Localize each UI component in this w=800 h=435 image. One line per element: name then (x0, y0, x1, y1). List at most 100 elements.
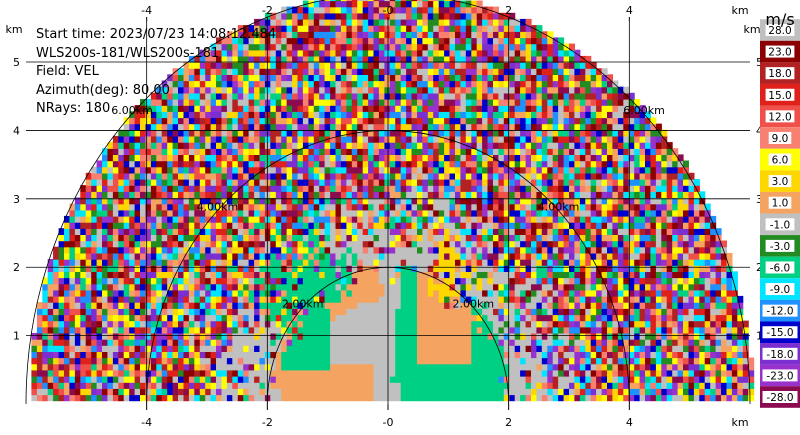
field-cell (601, 339, 608, 346)
field-cell (188, 289, 195, 297)
field-cell (281, 314, 288, 322)
field-cell (172, 332, 179, 340)
field-cell (547, 240, 554, 248)
field-cell (558, 179, 565, 186)
field-cell (601, 185, 608, 192)
field-cell (650, 154, 657, 162)
field-cell (525, 209, 532, 217)
field-cell (264, 363, 271, 371)
field-cell (107, 166, 114, 174)
field-cell (91, 394, 98, 402)
field-cell (683, 345, 689, 352)
field-cell (357, 388, 364, 396)
field-cell (596, 160, 603, 168)
field-cell (58, 302, 65, 309)
field-cell (531, 302, 537, 309)
field-cell (601, 240, 608, 248)
field-cell (541, 265, 548, 272)
field-cell (400, 259, 407, 266)
field-cell (427, 154, 434, 162)
field-cell (688, 271, 695, 279)
field-cell (509, 265, 516, 272)
field-cell (31, 332, 38, 340)
field-cell (422, 302, 429, 309)
field-cell (525, 351, 532, 359)
field-cell (378, 197, 385, 205)
field-cell (536, 228, 543, 235)
field-cell (433, 234, 440, 242)
field-cell (281, 215, 288, 223)
field-cell (351, 265, 358, 272)
field-cell (281, 209, 288, 217)
field-cell (85, 209, 92, 217)
field-cell (427, 203, 434, 211)
field-cell (482, 259, 489, 266)
field-cell (232, 246, 239, 254)
field-cell (406, 326, 413, 334)
field-cell (183, 246, 190, 254)
field-cell (569, 283, 575, 291)
field-cell (574, 308, 581, 316)
field-cell (216, 382, 222, 389)
field-cell (167, 332, 174, 340)
field-cell (406, 246, 413, 254)
field-cell (330, 357, 337, 365)
field-cell (552, 314, 559, 322)
field-cell (389, 185, 396, 192)
field-cell (183, 166, 190, 174)
field-cell (482, 376, 489, 383)
field-cell (650, 228, 657, 235)
field-cell (406, 160, 413, 168)
field-cell (140, 234, 146, 242)
field-cell (112, 351, 119, 359)
field-cell (552, 388, 559, 396)
field-cell (156, 283, 163, 291)
field-cell (672, 154, 679, 162)
field-cell (351, 345, 358, 352)
field-cell (194, 246, 201, 254)
field-cell (188, 179, 195, 186)
field-cell (346, 265, 353, 272)
field-cell (123, 185, 130, 192)
field-cell (596, 326, 603, 334)
field-cell (47, 308, 54, 316)
field-cell (585, 197, 592, 205)
field-cell (129, 357, 136, 365)
field-cell (704, 222, 711, 229)
field-cell (188, 185, 195, 192)
field-cell (569, 252, 575, 260)
field-cell (216, 388, 222, 396)
field-cell (400, 382, 407, 389)
field-cell (536, 234, 543, 242)
field-cell (650, 277, 657, 285)
field-cell (167, 314, 174, 322)
field-cell (145, 222, 152, 229)
field-cell (579, 339, 586, 346)
field-cell (628, 197, 635, 205)
field-cell (455, 376, 461, 383)
field-cell (237, 376, 244, 383)
field-cell (541, 246, 548, 254)
field-cell (617, 345, 624, 352)
field-cell (596, 382, 603, 389)
field-cell (31, 382, 38, 389)
field-cell (471, 185, 478, 192)
field-cell (237, 308, 244, 316)
field-cell (525, 259, 532, 266)
field-cell (156, 369, 163, 377)
field-cell (639, 345, 646, 352)
field-cell (628, 172, 635, 180)
field-cell (666, 191, 673, 199)
field-cell (123, 148, 130, 155)
field-cell (216, 228, 222, 235)
field-cell (677, 172, 684, 180)
field-cell (330, 320, 337, 328)
field-cell (308, 376, 315, 383)
field-cell (357, 339, 364, 346)
field-cell (731, 388, 738, 396)
field-cell (188, 314, 195, 322)
field-cell (357, 203, 364, 211)
field-cell (628, 240, 635, 248)
field-cell (362, 259, 369, 266)
field-cell (74, 228, 81, 235)
